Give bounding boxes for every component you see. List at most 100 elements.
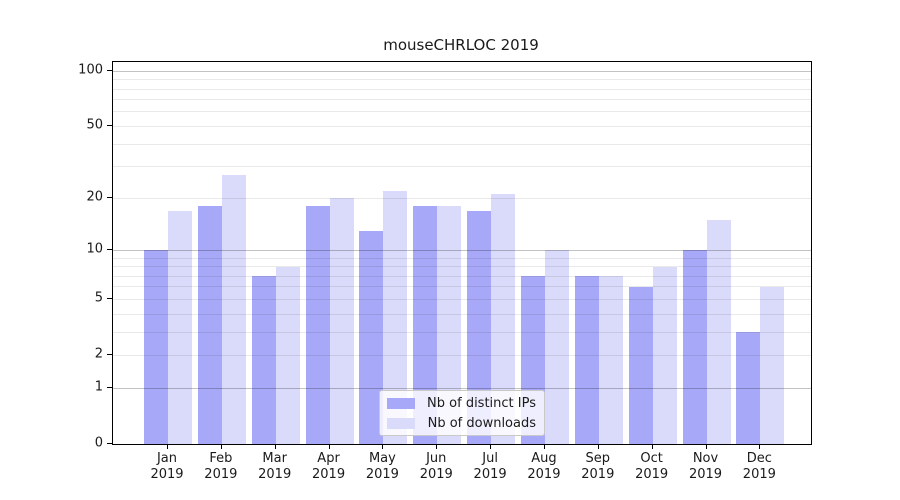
x-axis-label-aug: Aug 2019 (512, 451, 576, 483)
x-axis-tick-jun (436, 444, 438, 449)
x-axis-label-line: 2019 (635, 467, 669, 482)
legend-label-ips: Nb of distinct IPs (427, 395, 536, 411)
x-axis-label-line: Dec (746, 451, 772, 466)
y-axis-tick-5 (107, 297, 112, 299)
x-axis-label-mar: Mar 2019 (243, 451, 307, 483)
y-axis-label-5: 5 (94, 290, 103, 306)
x-axis-label-sep: Sep 2019 (566, 451, 630, 483)
x-axis-label-line: Jun (426, 451, 447, 466)
legend: Nb of distinct IPs Nb of downloads (379, 390, 545, 436)
gridline-minor-60 (113, 111, 811, 113)
x-axis-label-jun: Jun 2019 (404, 451, 468, 483)
gridline-minor-3 (113, 331, 811, 333)
gridline-minor-4 (113, 313, 811, 315)
y-axis-tick-20 (107, 196, 112, 198)
y-axis-tick-50 (107, 124, 112, 126)
bar-downloads-dec (760, 286, 785, 444)
x-axis-label-line: 2019 (312, 467, 346, 482)
x-axis-tick-oct (651, 444, 653, 449)
bar-downloads-feb (221, 174, 246, 444)
x-axis-label-line: Apr (317, 451, 340, 466)
gridline-minor-8 (113, 266, 811, 268)
bar-ips-mar (251, 276, 276, 444)
x-axis-label-may: May 2019 (350, 451, 414, 483)
bar-ips-sep (574, 276, 599, 444)
x-axis-tick-mar (274, 444, 276, 449)
x-axis-label-line: Jul (482, 451, 498, 466)
bar-ips-feb (197, 206, 222, 444)
bar-downloads-aug (544, 250, 569, 444)
x-axis-label-line: 2019 (365, 467, 399, 482)
x-axis-label-line: Feb (209, 451, 233, 466)
x-axis-label-line: Oct (640, 451, 663, 466)
y-axis-label-10: 10 (86, 241, 103, 257)
x-axis-tick-may (382, 444, 384, 449)
bar-downloads-sep (598, 276, 623, 444)
bar-downloads-jan (168, 210, 192, 444)
x-axis-label-line: 2019 (688, 467, 723, 482)
x-axis-label-line: Nov (692, 451, 719, 466)
bar-ips-dec (736, 332, 761, 444)
x-axis-label-line: Aug (531, 451, 557, 466)
x-axis-label-feb: Feb 2019 (189, 451, 253, 483)
legend-row-ips: Nb of distinct IPs (387, 396, 536, 411)
y-axis-label-100: 100 (78, 62, 103, 78)
bar-downloads-nov (706, 220, 731, 444)
x-axis-label-line: Mar (262, 451, 287, 466)
y-axis-tick-10 (107, 248, 112, 250)
gridline-minor-50 (113, 125, 811, 127)
gridline-minor-90 (113, 79, 811, 81)
x-axis-tick-sep (597, 444, 599, 449)
gridline-minor-40 (113, 143, 811, 145)
x-axis-tick-apr (328, 444, 330, 449)
x-axis-tick-jul (490, 444, 492, 449)
gridline-minor-30 (113, 166, 811, 168)
y-axis-label-2: 2 (94, 346, 103, 362)
x-axis-label-line: May (368, 451, 396, 466)
legend-swatch-ips (387, 397, 415, 409)
x-axis-label-jan: Jan 2019 (135, 451, 199, 483)
x-axis-tick-dec (759, 444, 761, 449)
chart-title: mouseCHRLOC 2019 (383, 36, 539, 54)
bar-ips-nov (682, 250, 707, 444)
y-axis-tick-2 (107, 353, 112, 355)
y-axis-tick-100 (107, 69, 112, 71)
x-axis-label-line: Jan (156, 451, 178, 466)
gridline-major-10 (113, 249, 811, 251)
y-axis-tick-1 (107, 386, 112, 388)
x-axis-label-jul: Jul 2019 (458, 451, 522, 483)
y-axis-label-1: 1 (94, 379, 103, 395)
gridline-minor-70 (113, 99, 811, 101)
y-axis-label-20: 20 (86, 189, 103, 205)
x-axis-tick-feb (220, 444, 222, 449)
bar-downloads-apr (329, 198, 354, 444)
x-axis-label-line: 2019 (473, 467, 507, 482)
x-axis-label-nov: Nov 2019 (674, 451, 738, 483)
gridline-major-1 (113, 387, 811, 389)
x-axis-label-line: 2019 (527, 467, 561, 482)
x-axis-label-line: 2019 (419, 467, 453, 482)
x-axis-tick-jan (167, 444, 168, 449)
gridline-minor-5 (113, 298, 811, 300)
legend-swatch-downloads (387, 417, 415, 429)
x-axis-label-line: 2019 (581, 467, 615, 482)
x-axis-label-line: 2019 (258, 467, 292, 482)
bar-ips-apr (305, 206, 330, 444)
x-axis-label-dec: Dec 2019 (727, 451, 791, 483)
gridline-minor-9 (113, 257, 811, 259)
x-axis-label-oct: Oct 2019 (620, 451, 684, 483)
x-axis-label-line: Sep (585, 451, 611, 466)
y-axis-tick-0 (107, 442, 112, 444)
gridline-minor-7 (113, 275, 811, 277)
bar-ips-jan (144, 250, 168, 444)
y-axis-label-50: 50 (86, 117, 103, 133)
x-axis-tick-nov (705, 444, 707, 449)
x-axis-label-line: 2019 (150, 467, 184, 482)
gridline-minor-6 (113, 286, 811, 288)
bar-downloads-oct (652, 266, 677, 444)
x-axis-label-line: 2019 (742, 467, 776, 482)
x-axis-label-line: 2019 (204, 467, 238, 482)
legend-row-downloads: Nb of downloads (387, 416, 536, 431)
gridline-major-100 (113, 70, 811, 72)
